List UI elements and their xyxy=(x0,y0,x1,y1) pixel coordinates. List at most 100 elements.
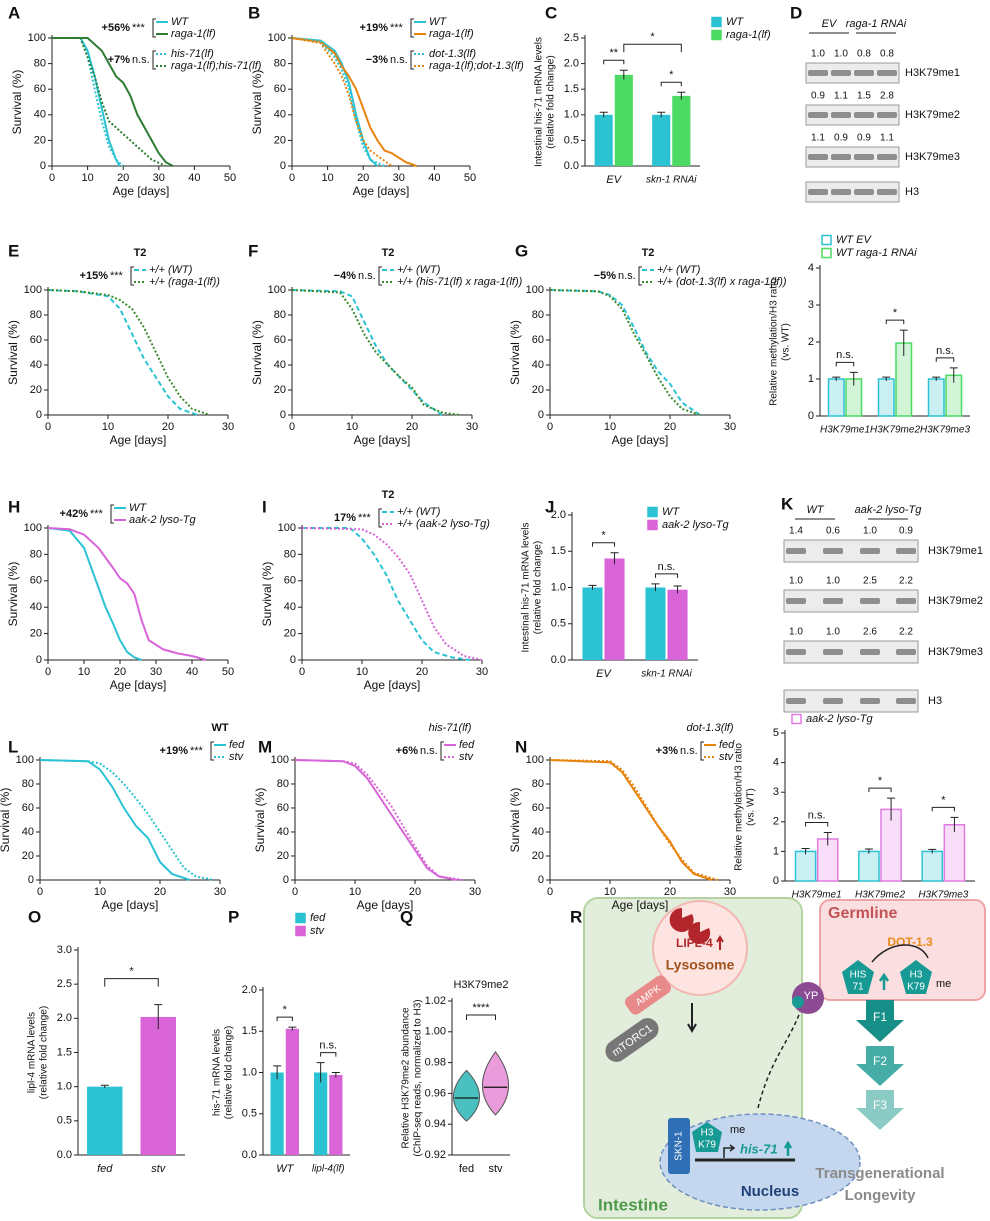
bar xyxy=(652,114,671,166)
significance-bracket xyxy=(660,81,682,87)
blot-band xyxy=(860,548,880,554)
x-tick-label: H3K79me1 xyxy=(792,890,842,901)
legend-bracket xyxy=(410,18,414,38)
y-axis-label: Survival (%) xyxy=(250,320,264,385)
blot-quantification: 2.2 xyxy=(899,576,913,587)
y-tick-label: 20 xyxy=(274,384,286,396)
y-tick-label: 20 xyxy=(284,628,296,640)
bar xyxy=(285,1028,299,1155)
error-bar xyxy=(331,1072,340,1078)
blot-band xyxy=(854,112,874,118)
blot-band xyxy=(808,112,828,118)
error-bar xyxy=(677,91,686,100)
chart-title: T2 xyxy=(134,247,147,259)
significance-bracket xyxy=(868,787,892,793)
y-tick-label: 2 xyxy=(773,816,779,828)
h3-germline-label: H3 xyxy=(910,970,923,981)
x-tick-label: 20 xyxy=(357,172,369,184)
blot-group-label: raga-1 RNAi xyxy=(846,18,907,30)
bar xyxy=(921,850,944,882)
bar xyxy=(314,1072,328,1155)
x-tick-label: 50 xyxy=(222,666,234,678)
significance-bracket xyxy=(591,542,616,547)
y-tick-label: 0 xyxy=(36,654,42,666)
blot-group-label: EV xyxy=(822,18,838,30)
x-tick-label: 30 xyxy=(476,666,488,678)
legend-label: WT EV xyxy=(836,234,872,246)
x-tick-label: skn-1 RNAi xyxy=(646,175,697,186)
legend-label: fed xyxy=(459,739,475,751)
y-tick-label: 2.0 xyxy=(564,58,579,70)
y-axis-label: Relative H3K79me2 abundance xyxy=(401,1007,412,1149)
panel-letter: N xyxy=(515,737,527,756)
legend-bracket xyxy=(378,508,382,528)
legend-bracket xyxy=(210,741,214,761)
blot-quantification: 0.9 xyxy=(857,133,871,144)
significance-bracket xyxy=(104,978,159,987)
y-tick-label: 2.5 xyxy=(564,32,579,44)
blot-quantification: 1.1 xyxy=(880,133,894,144)
significance-label: * xyxy=(283,1004,288,1016)
legend-label: fed xyxy=(310,912,326,924)
y-tick-label: 0.94 xyxy=(425,1118,446,1130)
y-tick-label: 3 xyxy=(773,786,779,798)
y-tick-label: 100 xyxy=(24,522,42,534)
blot-quantification: 0.9 xyxy=(811,91,825,102)
y-axis-label: (ChIP-seq reads, normalized to H3) xyxy=(413,999,424,1156)
y-tick-label: 40 xyxy=(34,109,46,121)
y-axis-label: Survival (%) xyxy=(508,788,522,853)
y-tick-label: 1.0 xyxy=(551,581,566,593)
blot-row-label: H3K79me3 xyxy=(928,646,983,658)
x-tick-label: 10 xyxy=(102,421,114,433)
blot-membrane xyxy=(805,146,900,168)
skn1-label: SKN-1 xyxy=(674,1131,685,1161)
legend-label: raga-1(lf);dot-1.3(lf) xyxy=(429,60,524,72)
y-tick-label: 100 xyxy=(278,522,296,534)
y-tick-label: 20 xyxy=(34,134,46,146)
comparison-change: +19% xyxy=(360,22,389,34)
blot-quantification: 2.5 xyxy=(863,576,877,587)
x-tick-label: 40 xyxy=(428,172,440,184)
y-tick-label: 80 xyxy=(532,309,544,321)
blot-quantification: 0.9 xyxy=(834,133,848,144)
mtorc1-shape xyxy=(605,1018,659,1062)
y-tick-label: 20 xyxy=(274,134,286,146)
legend-label: stv xyxy=(459,751,475,763)
blot-band xyxy=(896,548,916,554)
legend-label: fed xyxy=(719,739,735,751)
me-germline-label: me xyxy=(936,978,951,990)
y-axis-label: (relative fold change) xyxy=(546,55,557,148)
y-tick-label: 5 xyxy=(773,727,779,739)
x-tick-label: 20 xyxy=(664,886,676,898)
x-axis-label: Age [days] xyxy=(357,898,414,912)
y-tick-label: 60 xyxy=(274,83,286,95)
error-bar xyxy=(823,831,832,846)
blot-quantification: 1.0 xyxy=(826,576,840,587)
significance-label: n.s. xyxy=(808,809,826,821)
y-tick-label: 0 xyxy=(290,654,296,666)
blot-quantification: 1.1 xyxy=(834,91,848,102)
blot-quantification: 1.1 xyxy=(811,133,825,144)
y-axis-label: (vs. WT) xyxy=(781,323,792,361)
blot-membrane xyxy=(805,104,900,126)
legend-bracket xyxy=(410,50,414,70)
comparison-change: −3% xyxy=(366,54,389,66)
legend-label: WT xyxy=(726,16,744,28)
panel-letter: D xyxy=(790,3,802,22)
y-axis-label: (relative fold change) xyxy=(533,541,544,634)
survival-curve xyxy=(39,759,215,881)
me-label: me xyxy=(730,1124,745,1136)
x-tick-label: 0 xyxy=(292,886,298,898)
y-tick-label: 2.0 xyxy=(551,509,566,521)
legend-label: WT raga-1 RNAi xyxy=(836,247,917,259)
legend-label: +/+ (WT) xyxy=(397,264,441,276)
x-axis-label: Age [days] xyxy=(612,898,669,912)
x-tick-label: H3K79me2 xyxy=(870,425,920,436)
y-tick-label: 80 xyxy=(22,778,34,790)
y-tick-label: 100 xyxy=(526,284,544,296)
panel-letter: K xyxy=(781,494,794,513)
germline-label: Germline xyxy=(828,905,897,922)
x-tick-label: 30 xyxy=(724,421,736,433)
y-tick-label: 20 xyxy=(532,384,544,396)
